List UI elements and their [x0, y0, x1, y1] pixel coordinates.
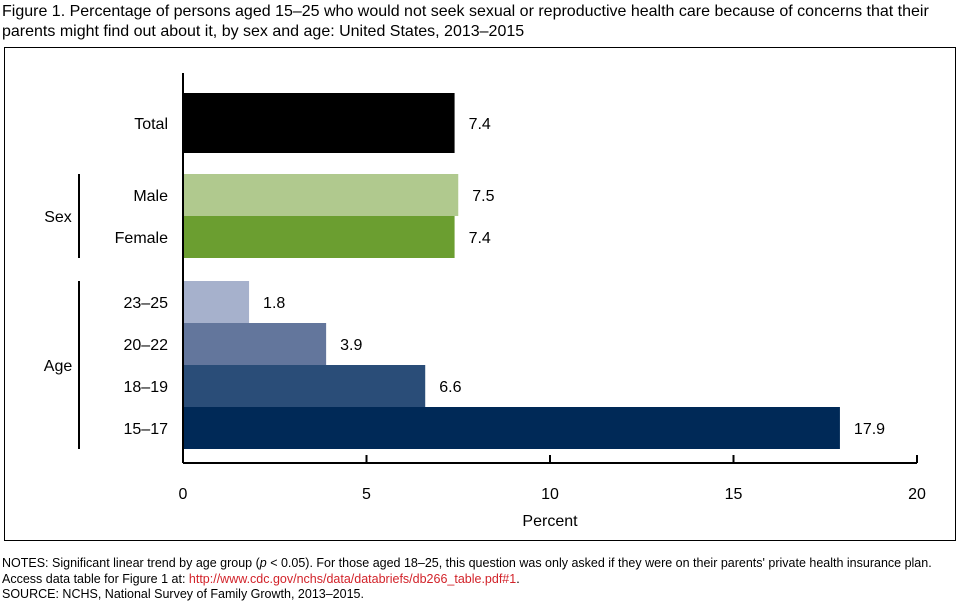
chart-title: Figure 1. Percentage of persons aged 15–…: [2, 3, 929, 40]
category-label-4: 20–22: [124, 337, 169, 354]
bar-6: [183, 407, 840, 449]
bar-0: [183, 93, 455, 153]
source-text: SOURCE: NCHS, National Survey of Family …: [2, 587, 364, 601]
value-label-3: 1.8: [263, 295, 285, 312]
category-label-1: Male: [133, 188, 168, 205]
bar-3: [183, 281, 250, 323]
category-label-2: Female: [115, 230, 168, 247]
x-tick-label-4: 20: [908, 486, 926, 503]
value-label-5: 6.6: [439, 379, 461, 396]
value-label-1: 7.5: [472, 188, 494, 205]
value-label-4: 3.9: [340, 337, 362, 354]
category-label-5: 18–19: [124, 379, 169, 396]
x-tick-label-3: 15: [725, 486, 743, 503]
x-axis-label: Percent: [522, 513, 578, 530]
data-table-link[interactable]: http://www.cdc.gov/nchs/data/databriefs/…: [188, 571, 517, 586]
bar-chart: 7.4 Total 7.5 Male 7.4 Female 1.8 23–25 3.9 20–22…: [44, 73, 926, 530]
value-label-6: 17.9: [854, 421, 885, 438]
notes-text-2: < 0.05). For those aged 18–25, this ques…: [2, 556, 932, 586]
notes: NOTES: Significant linear trend by age g…: [2, 556, 952, 603]
chart-frame: [4, 47, 956, 541]
notes-text: NOTES: Significant linear trend by age g…: [2, 556, 260, 570]
bar-1: [183, 174, 459, 216]
category-label-6: 15–17: [124, 421, 169, 438]
x-tick-label-1: 5: [362, 486, 371, 503]
group-label-1: Age: [44, 358, 73, 375]
value-label-2: 7.4: [469, 230, 491, 247]
x-tick-label-0: 0: [179, 486, 188, 503]
category-label-0: Total: [134, 116, 168, 133]
notes-end: .: [516, 571, 520, 586]
bar-5: [183, 365, 426, 407]
x-tick-label-2: 10: [541, 486, 559, 503]
group-label-0: Sex: [44, 209, 72, 226]
category-label-3: 23–25: [124, 295, 169, 312]
value-label-0: 7.4: [469, 116, 491, 133]
bar-2: [183, 216, 455, 258]
notes-p: p: [259, 556, 267, 570]
bar-4: [183, 323, 327, 365]
